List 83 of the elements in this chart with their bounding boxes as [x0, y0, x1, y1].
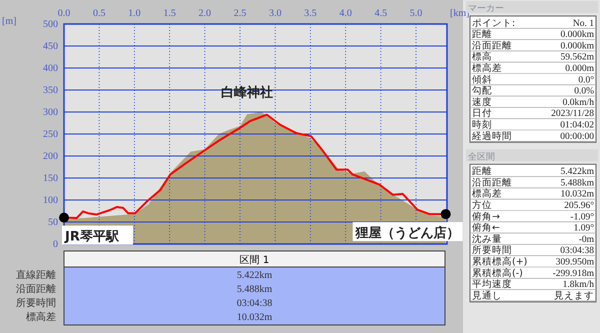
text: 日付 — [472, 108, 492, 120]
x-tick-label: 4.0 — [339, 8, 352, 19]
annotation: 白峰神社 — [220, 84, 273, 101]
x-tick-label: 4.5 — [374, 8, 388, 19]
y-tick-label: 300 — [43, 107, 58, 118]
text: 時刻 — [472, 118, 492, 130]
x-tick-label: 3.0 — [268, 8, 282, 19]
text: 59.562m — [560, 52, 595, 63]
text: 0.000m — [565, 64, 595, 74]
text: 傾斜 — [472, 73, 492, 86]
text: 平均速度 — [472, 278, 512, 290]
x-tick-label: 3.5 — [304, 8, 317, 19]
text: 区間 1 — [240, 255, 270, 266]
text: 標高 — [472, 50, 492, 63]
text: 標高差 — [26, 311, 56, 323]
text: 累積標高(-) — [472, 266, 523, 279]
text: 俯角→ — [472, 210, 500, 222]
text: 2023/11/28 — [551, 109, 594, 120]
y-tick-label: 50 — [48, 217, 58, 228]
text: 全区間 — [468, 151, 495, 162]
text: 1.09° — [574, 224, 594, 234]
text: 00:00:00 — [560, 132, 594, 142]
text: 見通し — [472, 289, 502, 302]
text: 方位 — [472, 199, 492, 211]
text: 経過時間 — [471, 130, 512, 142]
x-tick-label: 1.5 — [163, 8, 176, 19]
text: 1.8km/h — [562, 280, 594, 290]
y-tick-label: 200 — [43, 151, 58, 162]
text: マーカー — [468, 4, 504, 14]
y-axis-title: [m] — [2, 16, 16, 27]
text: 03:04:38 — [560, 246, 594, 256]
text: 距離 — [472, 28, 492, 40]
text: 沿面距離 — [16, 283, 56, 295]
y-tick-label: 150 — [43, 173, 58, 184]
text: 距離 — [472, 165, 492, 178]
annotation: 狸屋（うどん店） — [354, 225, 460, 242]
text: ポイント: — [472, 18, 516, 29]
text: 0.0% — [574, 86, 594, 97]
text: 沿面距離 — [472, 176, 512, 188]
text: 5.488km — [560, 178, 595, 188]
text: 沈み量 — [472, 232, 502, 245]
text: 所要時間 — [472, 244, 512, 256]
text: 10.032m — [560, 190, 595, 200]
text: 累積標高(+) — [472, 256, 528, 268]
text: 勾配 — [472, 84, 492, 97]
x-tick-label: 5.0 — [410, 8, 422, 19]
text: 沿面距離 — [472, 39, 512, 52]
text: 標高差 — [472, 62, 502, 74]
y-tick-label: 450 — [43, 41, 58, 52]
text: -299.918m — [552, 268, 595, 279]
text: 俯角← — [472, 222, 500, 234]
text: -0m — [578, 234, 595, 245]
y-tick-label: 500 — [43, 19, 58, 30]
x-tick-label: 0.0 — [58, 8, 70, 19]
text: 0.0° — [578, 75, 594, 86]
annotation: JR琴平駅 — [64, 230, 120, 245]
x-tick-label: 0.5 — [92, 8, 106, 19]
text: 見えます — [554, 290, 594, 302]
y-tick-label: 400 — [43, 63, 58, 74]
text: 0.000km — [560, 30, 595, 40]
y-tick-label: 350 — [43, 85, 58, 96]
text: 0.0km/h — [562, 98, 594, 108]
text: 03:04:38 — [236, 298, 272, 309]
text: 直線距離 — [16, 269, 56, 281]
text: 標高差 — [472, 188, 502, 200]
text: 309.950m — [556, 258, 595, 268]
text: 5.488km — [236, 284, 272, 295]
text: 5.422km — [560, 167, 595, 178]
text: 速度 — [472, 96, 492, 108]
x-tick-label: 2.5 — [234, 8, 246, 19]
y-tick-label: 100 — [43, 195, 58, 206]
text: 10.032m — [236, 312, 272, 323]
y-tick-label: 0 — [53, 239, 58, 250]
y-tick-label: 250 — [43, 129, 58, 140]
text: No. 1 — [572, 18, 594, 29]
text: 205.96° — [564, 201, 594, 211]
x-tick-label: 1.0 — [128, 8, 141, 19]
text: -1.09° — [570, 212, 594, 222]
text: 5.422km — [236, 270, 272, 281]
text: 所要時間 — [16, 297, 56, 309]
text: 0.000km — [560, 41, 595, 52]
text: 01:04:02 — [560, 120, 594, 130]
x-tick-label: 2.0 — [198, 8, 212, 19]
